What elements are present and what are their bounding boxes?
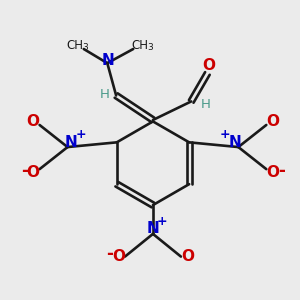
Text: 3: 3	[147, 43, 153, 52]
Text: O: O	[181, 249, 194, 264]
Text: +: +	[76, 128, 86, 141]
Text: O: O	[266, 114, 279, 129]
Text: N: N	[65, 135, 77, 150]
Text: O: O	[112, 249, 125, 264]
Text: +: +	[220, 128, 230, 141]
Text: CH: CH	[66, 39, 83, 52]
Text: N: N	[147, 221, 159, 236]
Text: 3: 3	[82, 43, 88, 52]
Text: O: O	[202, 58, 215, 73]
Text: -: -	[106, 244, 113, 262]
Text: -: -	[278, 162, 285, 180]
Text: N: N	[101, 53, 114, 68]
Text: -: -	[21, 162, 28, 180]
Text: O: O	[27, 165, 40, 180]
Text: O: O	[27, 114, 40, 129]
Text: N: N	[228, 135, 241, 150]
Text: CH: CH	[131, 39, 148, 52]
Text: O: O	[266, 165, 279, 180]
Text: H: H	[201, 98, 211, 111]
Text: +: +	[157, 215, 168, 228]
Text: H: H	[100, 88, 110, 100]
